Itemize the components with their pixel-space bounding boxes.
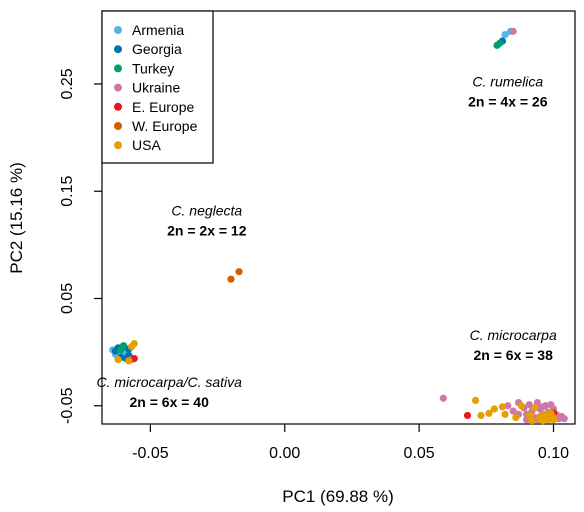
point-ukraine xyxy=(547,401,555,409)
annotation-ploidy: 2n = 6x = 40 xyxy=(129,394,209,410)
annotation-ploidy: 2n = 6x = 38 xyxy=(473,347,553,363)
y-tick-label: 0.05 xyxy=(59,283,76,314)
point-ukraine xyxy=(509,27,517,35)
point-usa xyxy=(471,396,480,404)
point-turkey xyxy=(119,342,128,350)
annotation-species: C. rumelica xyxy=(472,74,543,90)
point-usa xyxy=(114,356,122,364)
point-e-europe xyxy=(463,411,472,420)
x-axis: -0.05 0.00 0.05 0.10 xyxy=(132,424,569,462)
point-usa xyxy=(528,417,536,425)
point-usa xyxy=(498,403,507,411)
legend-label: Armenia xyxy=(132,22,184,38)
annotation-species: C. microcarpa xyxy=(470,327,557,343)
point-ukraine xyxy=(525,401,533,409)
point-usa xyxy=(477,411,485,420)
point-usa xyxy=(490,405,498,413)
annotation-ploidy: 2n = 4x = 26 xyxy=(468,94,548,110)
x-tick-label: 0.10 xyxy=(538,445,569,462)
y-tick-label: -0.05 xyxy=(59,387,76,424)
legend-marker xyxy=(114,26,122,34)
point-w-europe xyxy=(235,268,243,276)
legend-marker xyxy=(114,64,122,73)
point-turkey xyxy=(496,39,504,47)
point-usa xyxy=(549,416,558,424)
x-axis-title: PC1 (69.88 %) xyxy=(282,487,394,506)
point-usa xyxy=(125,357,133,365)
x-tick-label: 0.05 xyxy=(404,445,435,462)
y-axis-title: PC2 (15.16 %) xyxy=(7,162,26,274)
point-ukraine xyxy=(439,394,447,402)
plot-frame xyxy=(101,10,576,425)
point-usa xyxy=(531,404,539,412)
point-ukraine xyxy=(539,403,547,411)
x-tick-label: -0.05 xyxy=(132,445,169,462)
legend-marker xyxy=(114,83,122,92)
point-ukraine xyxy=(504,402,512,410)
points-layer xyxy=(109,27,568,425)
point-usa xyxy=(501,410,509,418)
point-usa xyxy=(536,416,544,424)
point-usa xyxy=(541,410,550,418)
legend: Armenia Georgia Turkey Ukraine E. Europe W. E… xyxy=(101,10,214,164)
point-usa xyxy=(485,409,493,417)
y-tick-label: 0.15 xyxy=(59,176,76,207)
legend-marker xyxy=(114,122,122,130)
legend-label: USA xyxy=(132,137,161,153)
annotations: C. rumelica 2n = 4x = 26 C. neglecta 2n = 2… xyxy=(96,74,557,410)
point-ukraine xyxy=(560,415,568,423)
annotation-species: C. microcarpa/C. sativa xyxy=(96,374,242,390)
y-tick-label: 0.25 xyxy=(59,68,76,99)
legend-label: Turkey xyxy=(132,60,174,76)
legend-label: Ukraine xyxy=(132,80,180,96)
annotation-ploidy: 2n = 2x = 12 xyxy=(167,222,247,238)
legend-marker xyxy=(114,141,122,150)
annotation-species: C. neglecta xyxy=(171,202,242,218)
legend-marker xyxy=(114,45,122,54)
point-ukraine xyxy=(509,407,517,415)
point-ukraine xyxy=(533,398,541,407)
point-usa xyxy=(544,416,552,424)
point-usa xyxy=(127,343,136,351)
legend-label: Georgia xyxy=(132,41,182,57)
point-georgia xyxy=(111,347,120,355)
x-tick-label: 0.00 xyxy=(269,445,300,462)
point-usa xyxy=(512,413,520,422)
legend-marker xyxy=(114,102,122,111)
point-usa xyxy=(525,411,533,420)
point-w-europe xyxy=(227,275,235,283)
point-usa xyxy=(517,402,525,410)
legend-label: W. Europe xyxy=(132,118,198,134)
point-armenia xyxy=(501,30,509,39)
y-axis: -0.05 0.05 0.15 0.25 xyxy=(59,68,102,424)
legend-label: E. Europe xyxy=(132,99,194,115)
